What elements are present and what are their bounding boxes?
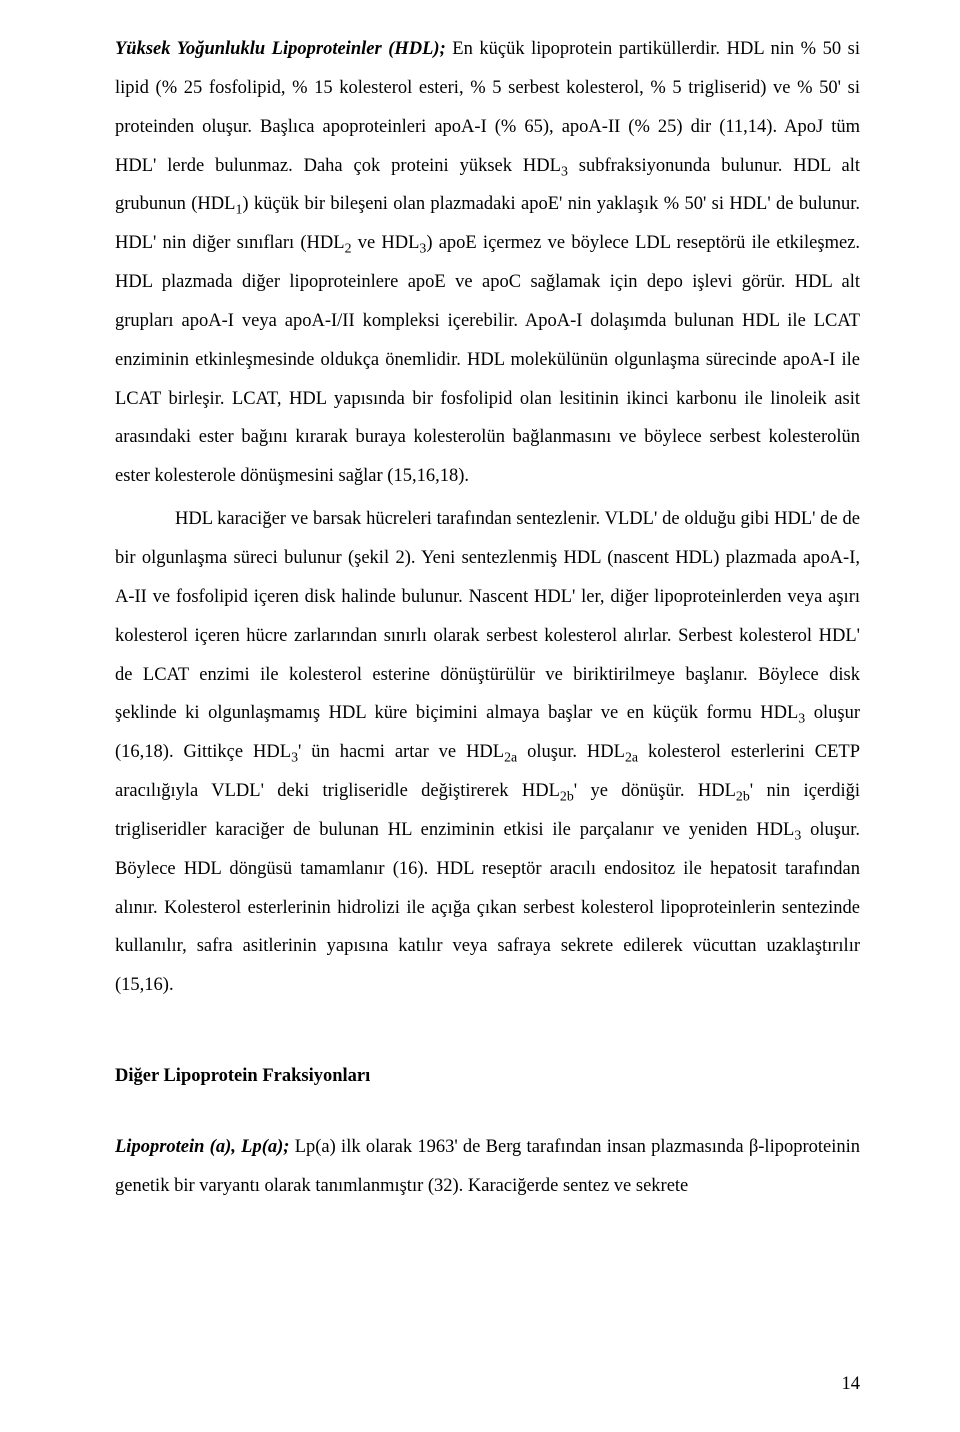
heading-text: Diğer Lipoprotein Fraksiyonları bbox=[115, 1066, 370, 1086]
sub-hdl3-a: 3 bbox=[561, 164, 568, 179]
paragraph-hdl: Yüksek Yoğunluklu Lipoproteinler (HDL); … bbox=[115, 30, 860, 496]
para2-text-f: ' ye dönüşür. HDL bbox=[574, 781, 736, 801]
para1-text-e: ) apoE içermez ve böylece LDL reseptörü … bbox=[115, 233, 860, 486]
para1-text-d: ve HDL bbox=[352, 233, 420, 253]
paragraph-hdl-synthesis: HDL karaciğer ve barsak hücreleri tarafı… bbox=[115, 500, 860, 1005]
para2-text-h: oluşur. Böylece HDL döngüsü tamamlanır (… bbox=[115, 820, 860, 995]
sub-hdl3-d: 3 bbox=[291, 751, 298, 766]
heading-other-fractions: Diğer Lipoprotein Fraksiyonları bbox=[115, 1057, 860, 1096]
sub-hdl2a-a: 2a bbox=[504, 751, 517, 766]
sub-hdl2b-b: 2b bbox=[736, 790, 750, 805]
para2-text-a: HDL karaciğer ve barsak hücreleri tarafı… bbox=[115, 509, 860, 723]
document-page: Yüksek Yoğunluklu Lipoproteinler (HDL); … bbox=[0, 0, 960, 1432]
sub-hdl2a-b: 2a bbox=[625, 751, 638, 766]
para2-text-d: oluşur. HDL bbox=[517, 742, 625, 762]
sub-hdl2: 2 bbox=[345, 242, 352, 257]
run-in-title-lpa: Lipoprotein (a), Lp(a); bbox=[115, 1137, 289, 1157]
page-number: 14 bbox=[842, 1365, 861, 1404]
run-in-title-hdl: Yüksek Yoğunluklu Lipoproteinler (HDL); bbox=[115, 39, 446, 59]
sub-hdl2b-a: 2b bbox=[560, 790, 574, 805]
paragraph-lpa: Lipoprotein (a), Lp(a); Lp(a) ilk olarak… bbox=[115, 1128, 860, 1206]
para2-text-c: ' ün hacmi artar ve HDL bbox=[298, 742, 504, 762]
